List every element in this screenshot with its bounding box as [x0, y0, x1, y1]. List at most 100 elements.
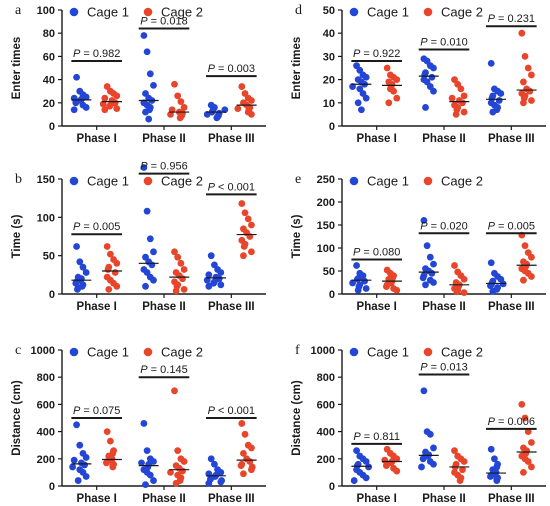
data-point: [528, 97, 535, 104]
data-point: [528, 71, 535, 79]
data-point: [487, 473, 494, 480]
data-point: [101, 94, 109, 102]
data-point: [180, 104, 188, 111]
data-point: [99, 100, 107, 108]
y-tick-label: 0: [329, 121, 335, 133]
x-tick-label: Phase II: [142, 133, 185, 145]
p-value-label: P = 0.922: [353, 48, 400, 60]
data-point: [460, 108, 468, 116]
data-point: [460, 92, 468, 100]
data-point: [172, 287, 180, 295]
data-point: [528, 463, 535, 471]
data-point: [104, 266, 112, 273]
data-point: [150, 248, 157, 256]
legend-label: Cage 1: [87, 174, 129, 189]
data-point: [248, 221, 255, 229]
legend-label: Cage 2: [441, 345, 483, 360]
legend-marker: [423, 7, 433, 17]
data-point: [430, 64, 437, 72]
data-point: [74, 477, 82, 484]
legend-marker: [143, 347, 153, 357]
legend-label: Cage 2: [441, 5, 483, 20]
y-tick-label: 50: [323, 5, 335, 17]
data-point: [430, 260, 437, 268]
y-tick-label: 100: [37, 212, 55, 224]
data-point: [106, 437, 114, 445]
data-point: [113, 92, 121, 100]
data-point: [179, 275, 186, 283]
data-point: [143, 207, 151, 215]
data-point: [390, 87, 397, 95]
legend-marker: [423, 347, 433, 357]
y-tick-label: 0: [49, 481, 55, 493]
legend-label: Cage 1: [367, 5, 409, 20]
data-point: [146, 70, 154, 78]
data-point: [145, 115, 153, 123]
panel-e: e 0 50 100 150 200 250 Time (s) Phase I Phase II P…: [291, 172, 546, 313]
panel-a: a 0 20 40 60 80 100 Enter times Phase I Phase II P…: [11, 3, 266, 145]
y-tick-label: 20: [323, 75, 335, 87]
p-value-label: P = 0.005: [73, 221, 120, 233]
data-point: [217, 478, 225, 486]
data-point: [365, 463, 372, 471]
data-point: [459, 466, 466, 474]
data-point: [426, 253, 434, 261]
data-point: [353, 447, 360, 455]
legend-marker: [349, 176, 359, 186]
data-point: [106, 250, 114, 258]
y-tick-label: 60: [43, 51, 55, 63]
legend-label: Cage 1: [367, 345, 409, 360]
y-tick-label: 80: [43, 28, 55, 40]
data-point: [524, 458, 532, 465]
legend-marker: [423, 176, 433, 186]
p-value-label: P = 0.956: [140, 161, 187, 173]
data-point: [142, 481, 149, 489]
data-point: [349, 83, 356, 90]
panel-c: c 0 200 400 600 800 1000 Distance (cm) Phase I Ph…: [11, 343, 266, 505]
legend-label: Cage 2: [161, 174, 203, 189]
x-tick-label: Phase III: [208, 133, 255, 145]
p-value-label: P = 0.013: [420, 361, 467, 373]
data-point: [113, 259, 121, 267]
x-tick-label: Phase I: [77, 301, 117, 313]
y-tick-label: 50: [43, 251, 55, 263]
data-point: [171, 387, 178, 395]
p-value-label: P = 0.006: [488, 416, 535, 428]
data-point: [354, 286, 362, 294]
data-point: [241, 209, 249, 217]
legend-marker: [69, 176, 79, 186]
data-point: [103, 428, 111, 435]
p-value-label: P = 0.075: [73, 405, 120, 417]
data-point: [70, 106, 78, 114]
data-point: [180, 458, 188, 465]
y-tick-label: 40: [43, 75, 55, 87]
data-point: [520, 276, 527, 284]
data-point: [82, 104, 90, 111]
data-point: [81, 461, 88, 469]
y-tick-label: 1000: [311, 345, 335, 357]
y-axis-label: Enter times: [11, 37, 23, 100]
data-point: [148, 261, 156, 269]
data-point: [487, 445, 495, 453]
data-point: [238, 420, 246, 427]
data-point: [520, 78, 527, 86]
data-point: [362, 474, 370, 482]
data-point: [73, 421, 80, 429]
y-axis-label: Enter times: [291, 37, 303, 100]
panel-letter: b: [15, 172, 22, 187]
data-point: [452, 111, 460, 118]
data-point: [520, 99, 527, 107]
data-point: [419, 455, 427, 463]
y-tick-label: 0: [49, 289, 55, 301]
data-point: [72, 99, 80, 107]
y-tick-label: 1000: [31, 345, 55, 357]
y-tick-label: 800: [37, 372, 55, 384]
data-point: [248, 444, 255, 452]
y-axis-label: Distance (cm): [291, 380, 303, 456]
data-point: [353, 275, 361, 283]
data-point: [241, 430, 249, 438]
data-point: [177, 98, 185, 106]
legend-marker: [349, 347, 359, 357]
data-point: [524, 428, 532, 435]
y-tick-label: 40: [323, 28, 335, 40]
